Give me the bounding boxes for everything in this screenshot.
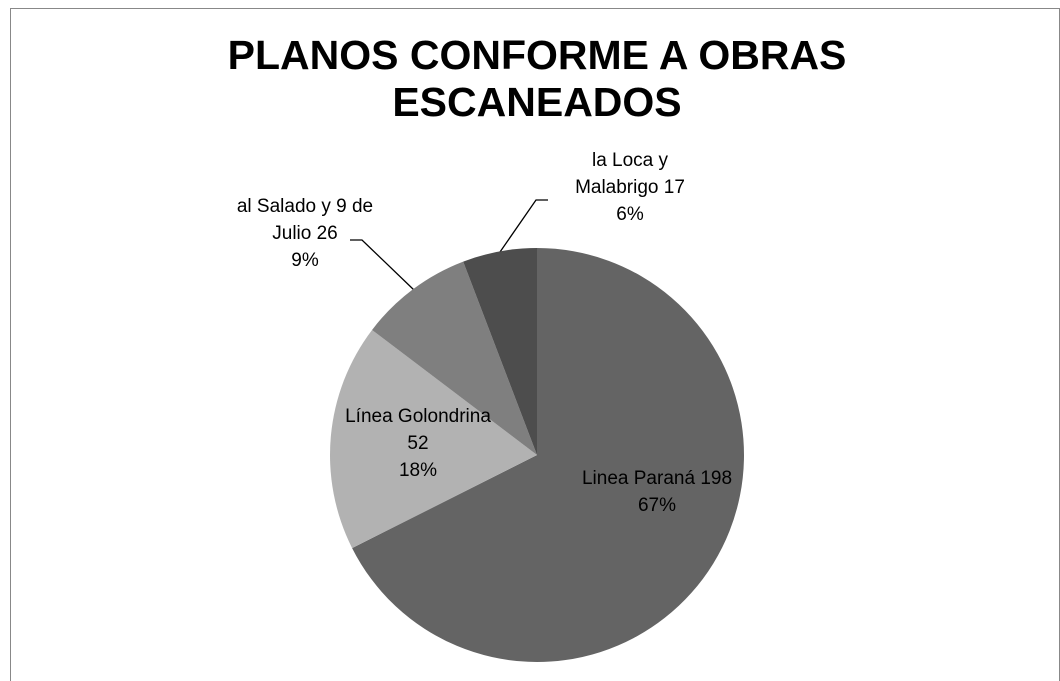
pie-slice <box>372 261 537 455</box>
pie-slice <box>352 248 744 663</box>
data-label: Linea Paraná 198 67% <box>567 465 747 519</box>
leader-line <box>350 239 415 291</box>
data-label: Línea Golondrina 52 18% <box>343 403 493 484</box>
label-category: Linea Paraná <box>581 468 696 489</box>
label-category: al Salado y 9 de Julio <box>236 196 374 244</box>
label-value: 26 <box>316 223 338 244</box>
label-percent: 18% <box>398 460 438 481</box>
leader-line <box>499 199 548 253</box>
data-label: al Salado y 9 de Julio 26 9% <box>215 193 395 274</box>
label-percent: 6% <box>616 204 644 225</box>
label-category: la Loca y Malabrigo <box>575 150 669 198</box>
data-label: la Loca y Malabrigo 17 6% <box>550 147 710 228</box>
label-category: Línea Golondrina <box>345 406 491 427</box>
chart-title: PLANOS CONFORME A OBRAS ESCANEADOS <box>227 32 847 125</box>
label-value: 52 <box>407 433 429 454</box>
label-value: 198 <box>700 468 733 489</box>
label-percent: 9% <box>291 250 319 271</box>
label-percent: 67% <box>637 495 677 516</box>
pie-slice <box>463 248 537 455</box>
label-value: 17 <box>663 177 685 198</box>
pie-slice <box>330 329 537 549</box>
